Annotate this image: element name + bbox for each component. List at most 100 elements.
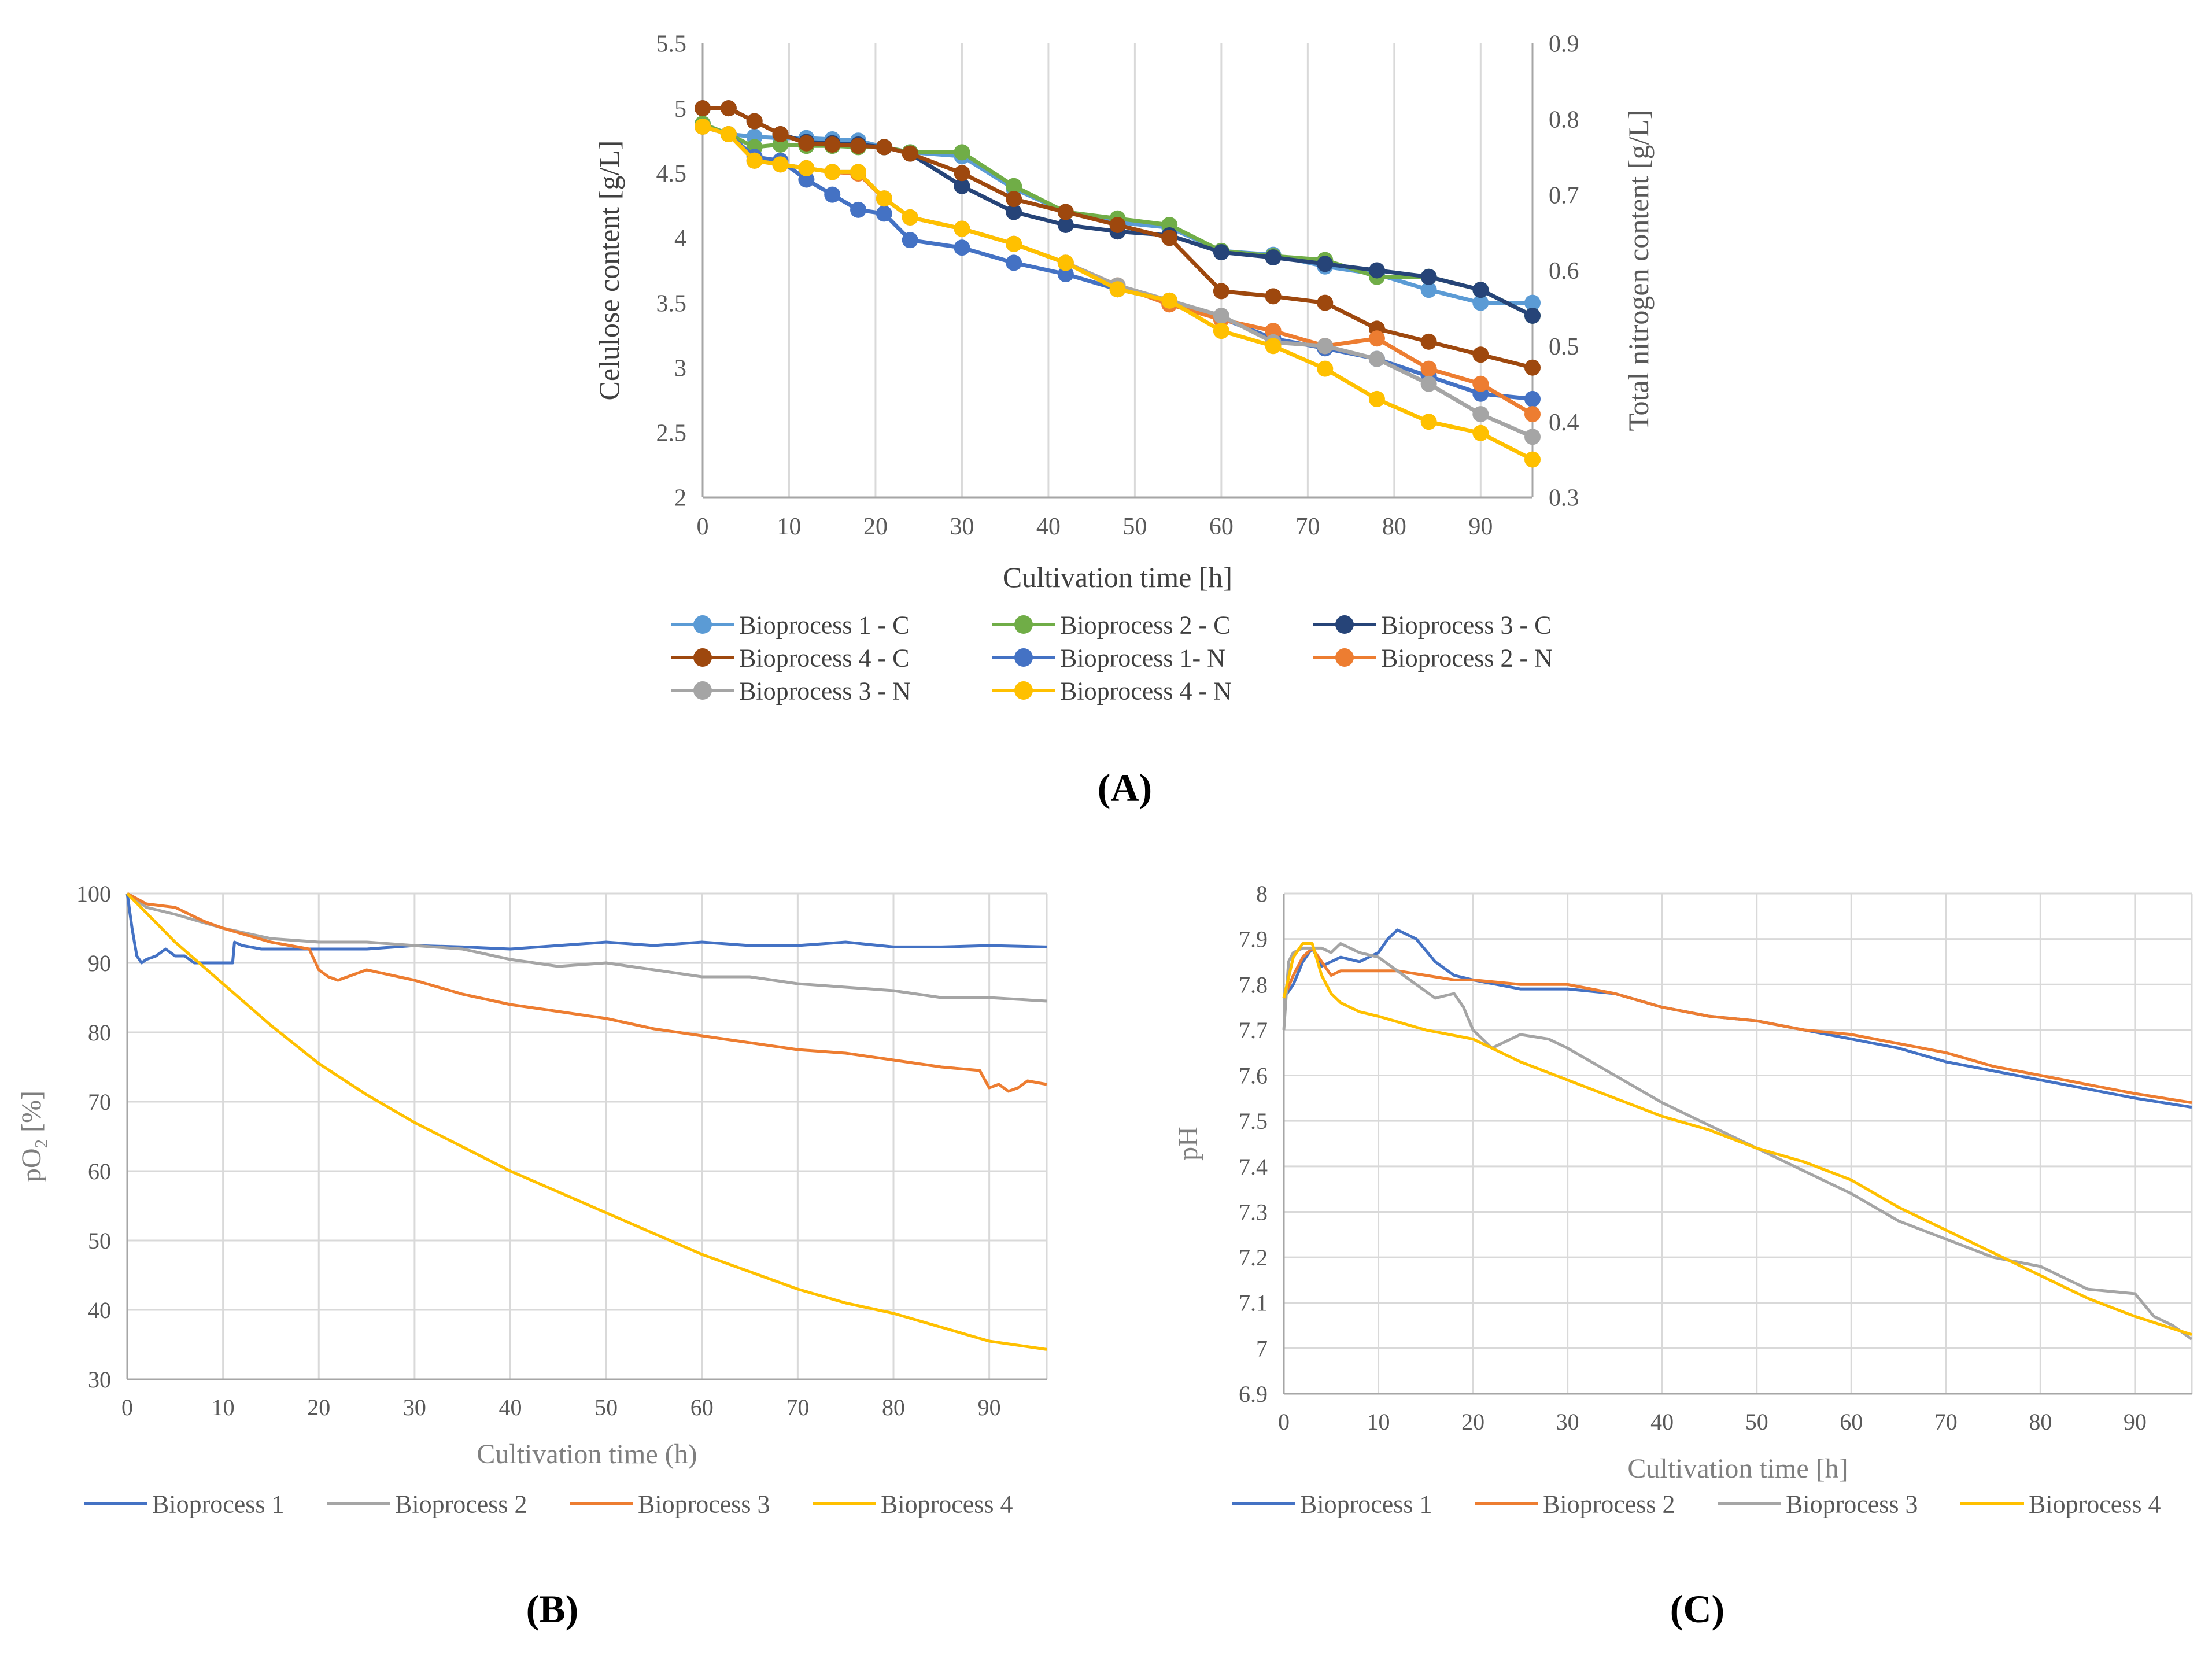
panel-b-x-tick-label: 10 [212, 1394, 235, 1420]
panel-b-legend-label: Bioprocess 4 [881, 1490, 1013, 1518]
panel-a-x-tick-label: 0 [697, 514, 709, 540]
panel-c-series-line-1 [1282, 928, 2192, 1109]
panel-b-y-tick-label: 50 [88, 1228, 111, 1254]
panel-a-y-tick-label: 2.5 [656, 420, 687, 447]
panel-b-y-tick-label: 80 [88, 1020, 111, 1046]
panel-c-legend-label: Bioprocess 1 [1300, 1490, 1432, 1518]
panel-a-legend-label: Bioprocess 4 - C [739, 644, 910, 672]
panel-a-y2-tick-label: 0.3 [1549, 485, 1579, 512]
panel-c-y-tick-label: 7.3 [1239, 1199, 1268, 1225]
panel-c-legend-label: Bioprocess 4 [2029, 1490, 2161, 1518]
panel-a-series-5-point [954, 239, 970, 256]
panel-a-series-5-point [1524, 390, 1541, 407]
panel-a-series-6-point [1420, 360, 1437, 377]
panel-a-series-8-point [1213, 323, 1229, 339]
panel-a-series-7-point [1368, 350, 1385, 367]
panel-a-series-5-point [1057, 266, 1074, 283]
panel-a-series-1-point [1472, 294, 1489, 311]
panel-a-series-4-point [1524, 359, 1541, 376]
panel-a-y2-tick-label: 0.7 [1549, 182, 1579, 209]
panel-c-x-tick-label: 60 [1840, 1409, 1863, 1435]
panel-a-series-4-point [1420, 333, 1437, 350]
panel-a-series-4-point [1317, 294, 1334, 311]
panel-a-series-6-point [1265, 323, 1282, 339]
panel-b-series-line-4 [126, 892, 1047, 1351]
panel-a-series-8-point [746, 152, 763, 169]
panel-a-series-8-point [1317, 360, 1334, 377]
panel-a-series-5-point [1006, 254, 1022, 271]
panel-a-legend-label: Bioprocess 1 - C [739, 611, 910, 639]
panel-a-series-4-point [902, 145, 918, 162]
panel-a-series-8-point [902, 209, 918, 226]
panel-b-y-tick-label: 60 [88, 1158, 111, 1184]
panel-a-series-3-point [1317, 256, 1334, 272]
panel-a-series-8-point [1420, 414, 1437, 430]
panel-b-legend-label: Bioprocess 1 [152, 1490, 285, 1518]
panel-a-y-tick-label: 3.5 [656, 290, 687, 317]
panel-c-y-label: pH [1173, 1127, 1203, 1161]
panel-c-x-tick-label: 50 [1745, 1409, 1768, 1435]
panel-a-x-tick-label: 40 [1036, 514, 1061, 540]
panel-c-y-tick-label: 7.9 [1239, 926, 1268, 952]
panel-a-legend-marker [693, 648, 712, 667]
panel-a-series-8-point [720, 126, 737, 142]
panel-a-x-tick-label: 70 [1295, 514, 1320, 540]
panel-a-series-4-point [850, 138, 867, 154]
panel-b-y-tick-label: 30 [88, 1367, 111, 1393]
panel-a-y2-tick-label: 0.8 [1549, 107, 1579, 134]
panel-c-x-tick-label: 70 [1934, 1409, 1958, 1435]
panel-a-legend-marker [693, 681, 712, 700]
panel-label-a: (A) [1098, 766, 1152, 810]
panel-a-series-4-point [1057, 204, 1074, 220]
panel-a-series-8-point [772, 156, 789, 173]
panel-a-series-4-point [1265, 288, 1282, 305]
panel-a-x-tick-label: 50 [1122, 514, 1147, 540]
panel-c-y-tick-label: 7.6 [1239, 1063, 1268, 1089]
panel-a-series-8-point [1265, 338, 1282, 355]
panel-c-series-line-4 [1282, 942, 2192, 1337]
panel-a-series-4-point [1213, 283, 1229, 300]
panel-c-series-line-2 [1282, 946, 2192, 1105]
panel-b-x-tick-label: 30 [403, 1394, 426, 1420]
panel-a-series-8-point [1368, 390, 1385, 407]
panel-a-y-tick-label: 3 [674, 355, 686, 382]
panel-b-x-label: Cultivation time (h) [477, 1439, 697, 1470]
panel-c-y-tick-label: 7.1 [1239, 1290, 1268, 1316]
panel-a-legend-label: Bioprocess 3 - N [739, 677, 911, 705]
panel-b-series-line-3 [126, 892, 1047, 1093]
panel-b-legend-label: Bioprocess 3 [638, 1490, 770, 1518]
panel-a-series-8-point [1472, 424, 1489, 441]
panel-c-y-tick-label: 7 [1256, 1335, 1268, 1361]
panel-a-series-6-point [1524, 406, 1541, 423]
panel-c-x-tick-label: 90 [2124, 1409, 2147, 1435]
panel-a-series-8-point [798, 160, 815, 176]
panel-a-series-8-point [1057, 254, 1074, 271]
panel-a-series-8-point [1006, 235, 1022, 252]
panel-b-x-tick-label: 80 [882, 1394, 905, 1420]
panel-a-y-tick-label: 5 [674, 96, 686, 123]
panel-a-series-8-point [695, 118, 711, 135]
panel-a-series-6-point [1368, 330, 1385, 347]
panel-a-y-tick-label: 4.5 [656, 161, 687, 187]
panel-a-series-8-point [1161, 292, 1178, 309]
panel-b-x-tick-label: 70 [786, 1394, 809, 1420]
panel-a-y2-tick-label: 0.4 [1549, 409, 1579, 436]
panel-a-series-2-point [1006, 178, 1022, 194]
panel-c-x-tick-label: 0 [1278, 1409, 1290, 1435]
panel-c-y-tick-label: 7.5 [1239, 1108, 1268, 1134]
panel-a-series-4-point [772, 126, 789, 142]
panel-a-series-7-point [1213, 308, 1229, 324]
panel-b-y-label: pO2 [%] [16, 1091, 51, 1182]
panel-a-series-5-point [850, 201, 867, 218]
panel-b-x-tick-label: 20 [307, 1394, 330, 1420]
panel-a-y2-label: Total nitrogen content [g/L] [1622, 109, 1655, 431]
panel-a-series-8-point [1109, 281, 1126, 298]
panel-a-series-1-point [1524, 294, 1541, 311]
panel-label-c: (C) [1670, 1587, 1724, 1631]
panel-a-series-3-point [1368, 262, 1385, 279]
panel-a-y-tick-label: 5.5 [656, 31, 687, 58]
panel-a-y2-tick-label: 0.5 [1549, 334, 1579, 360]
panel-c-y-tick-label: 7.4 [1239, 1154, 1268, 1180]
panel-a-series-3-point [1472, 282, 1489, 298]
panel-c-legend-label: Bioprocess 3 [1786, 1490, 1918, 1518]
